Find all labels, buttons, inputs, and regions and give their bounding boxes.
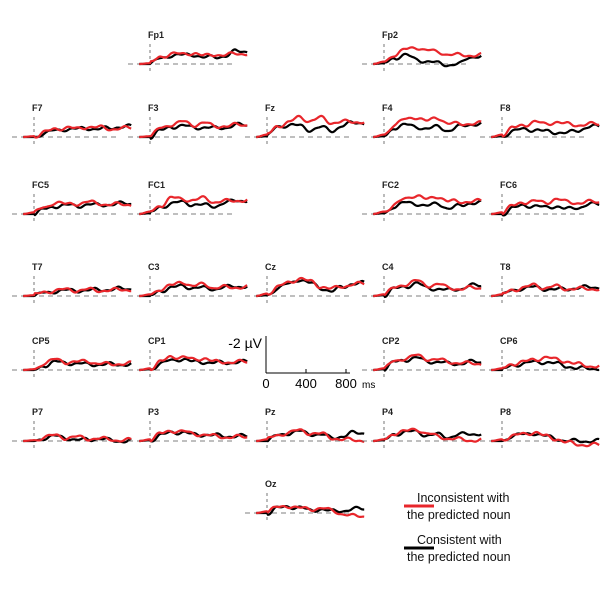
electrode-panel-p4: P4	[362, 407, 482, 451]
electrode-label-cp5: CP5	[32, 336, 50, 346]
inconsistent-trace-fp2	[373, 46, 482, 66]
inconsistent-trace-f4	[373, 116, 482, 139]
electrode-panel-f3: F3	[128, 103, 248, 147]
inconsistent-trace-cp1	[139, 355, 248, 372]
electrode-panel-cz: Cz	[245, 262, 365, 306]
electrode-panel-fc5: FC5	[12, 180, 132, 224]
electrode-panel-fp2: Fp2	[362, 30, 482, 74]
electrode-panel-cp1: CP1	[128, 336, 248, 380]
legend: Inconsistent with the predicted noun Consi…	[404, 491, 511, 564]
inconsistent-trace-oz	[256, 505, 365, 518]
electrode-panel-oz: Oz	[245, 479, 365, 523]
inconsistent-trace-c4	[373, 279, 482, 298]
inconsistent-trace-cp2	[373, 353, 482, 372]
electrode-panel-t8: T8	[480, 262, 600, 306]
electrode-label-oz: Oz	[265, 479, 277, 489]
consistent-trace-fp2	[373, 52, 482, 68]
inconsistent-trace-p3	[139, 429, 248, 443]
electrode-panel-fc1: FC1	[128, 180, 248, 224]
inconsistent-trace-fc2	[373, 194, 482, 216]
electrode-panel-p3: P3	[128, 407, 248, 451]
consistent-trace-cp6	[491, 359, 600, 372]
electrode-label-t8: T8	[500, 262, 511, 272]
inconsistent-trace-fz	[256, 114, 365, 139]
electrode-panel-fz: Fz	[245, 103, 365, 147]
inconsistent-trace-fp1	[139, 51, 248, 66]
electrode-label-c4: C4	[382, 262, 394, 272]
electrode-panel-p8: P8	[480, 407, 600, 451]
electrode-panel-fp1: Fp1	[128, 30, 248, 74]
inconsistent-trace-p8	[491, 430, 600, 448]
electrode-label-fc2: FC2	[382, 180, 399, 190]
electrode-label-cp1: CP1	[148, 336, 166, 346]
scale-tick-label-800: 800	[335, 376, 357, 391]
scale-unit-label: ms	[362, 380, 375, 391]
electrode-panel-f4: F4	[362, 103, 482, 147]
inconsistent-trace-pz	[256, 428, 365, 443]
consistent-trace-fc6	[491, 201, 600, 217]
electrode-panel-f7: F7	[12, 103, 132, 147]
legend-label-inconsistent-line1: Inconsistent with	[417, 491, 509, 505]
inconsistent-trace-cz	[256, 276, 365, 298]
legend-label-inconsistent-line2: the predicted noun	[407, 508, 511, 522]
electrode-panel-pz: Pz	[245, 407, 365, 451]
inconsistent-trace-t8	[491, 282, 600, 298]
inconsistent-trace-cp5	[23, 357, 132, 372]
electrode-label-fp1: Fp1	[148, 30, 164, 40]
inconsistent-trace-fc1	[139, 195, 248, 216]
electrode-label-f3: F3	[148, 103, 159, 113]
electrode-label-cz: Cz	[265, 262, 276, 272]
scale-amplitude-label: -2 µV	[228, 335, 262, 351]
electrode-panel-cp5: CP5	[12, 336, 132, 380]
scale-tick-label-0: 0	[262, 376, 269, 391]
inconsistent-trace-f8	[491, 119, 600, 139]
electrode-label-f8: F8	[500, 103, 511, 113]
scale-bar: -2 µV 0 400 800 ms	[228, 335, 375, 391]
electrode-panel-cp6: CP6	[480, 336, 600, 380]
electrode-panel-p7: P7	[12, 407, 132, 451]
inconsistent-trace-f7	[23, 124, 132, 139]
electrode-label-p8: P8	[500, 407, 511, 417]
electrode-panel-fc6: FC6	[480, 180, 600, 224]
inconsistent-trace-t7	[23, 286, 132, 298]
electrode-label-p3: P3	[148, 407, 159, 417]
electrode-label-fc6: FC6	[500, 180, 517, 190]
electrode-label-pz: Pz	[265, 407, 276, 417]
electrode-panel-fc2: FC2	[362, 180, 482, 224]
electrode-label-fc5: FC5	[32, 180, 49, 190]
electrode-label-p4: P4	[382, 407, 393, 417]
electrode-label-fc1: FC1	[148, 180, 165, 190]
inconsistent-trace-p7	[23, 433, 132, 443]
scale-tick-label-400: 400	[295, 376, 317, 391]
inconsistent-trace-cp6	[491, 355, 600, 372]
inconsistent-trace-fc5	[23, 199, 132, 216]
electrode-label-cp6: CP6	[500, 336, 518, 346]
electrode-label-fp2: Fp2	[382, 30, 398, 40]
inconsistent-trace-f3	[139, 120, 248, 139]
electrode-panel-cp2: CP2	[362, 336, 482, 380]
electrode-panel-c4: C4	[362, 262, 482, 306]
electrode-label-fz: Fz	[265, 103, 275, 113]
electrode-label-f4: F4	[382, 103, 393, 113]
electrode-label-p7: P7	[32, 407, 43, 417]
electrode-label-cp2: CP2	[382, 336, 400, 346]
electrode-label-t7: T7	[32, 262, 43, 272]
electrode-panel-f8: F8	[480, 103, 600, 147]
inconsistent-trace-c3	[139, 280, 248, 298]
electrode-panel-t7: T7	[12, 262, 132, 306]
consistent-trace-f8	[491, 123, 600, 139]
inconsistent-trace-fc6	[491, 197, 600, 216]
legend-label-consistent-line1: Consistent with	[417, 533, 502, 547]
electrode-label-c3: C3	[148, 262, 160, 272]
electrode-label-f7: F7	[32, 103, 43, 113]
inconsistent-trace-p4	[373, 427, 482, 443]
electrode-panel-c3: C3	[128, 262, 248, 306]
legend-label-consistent-line2: the predicted noun	[407, 550, 511, 564]
